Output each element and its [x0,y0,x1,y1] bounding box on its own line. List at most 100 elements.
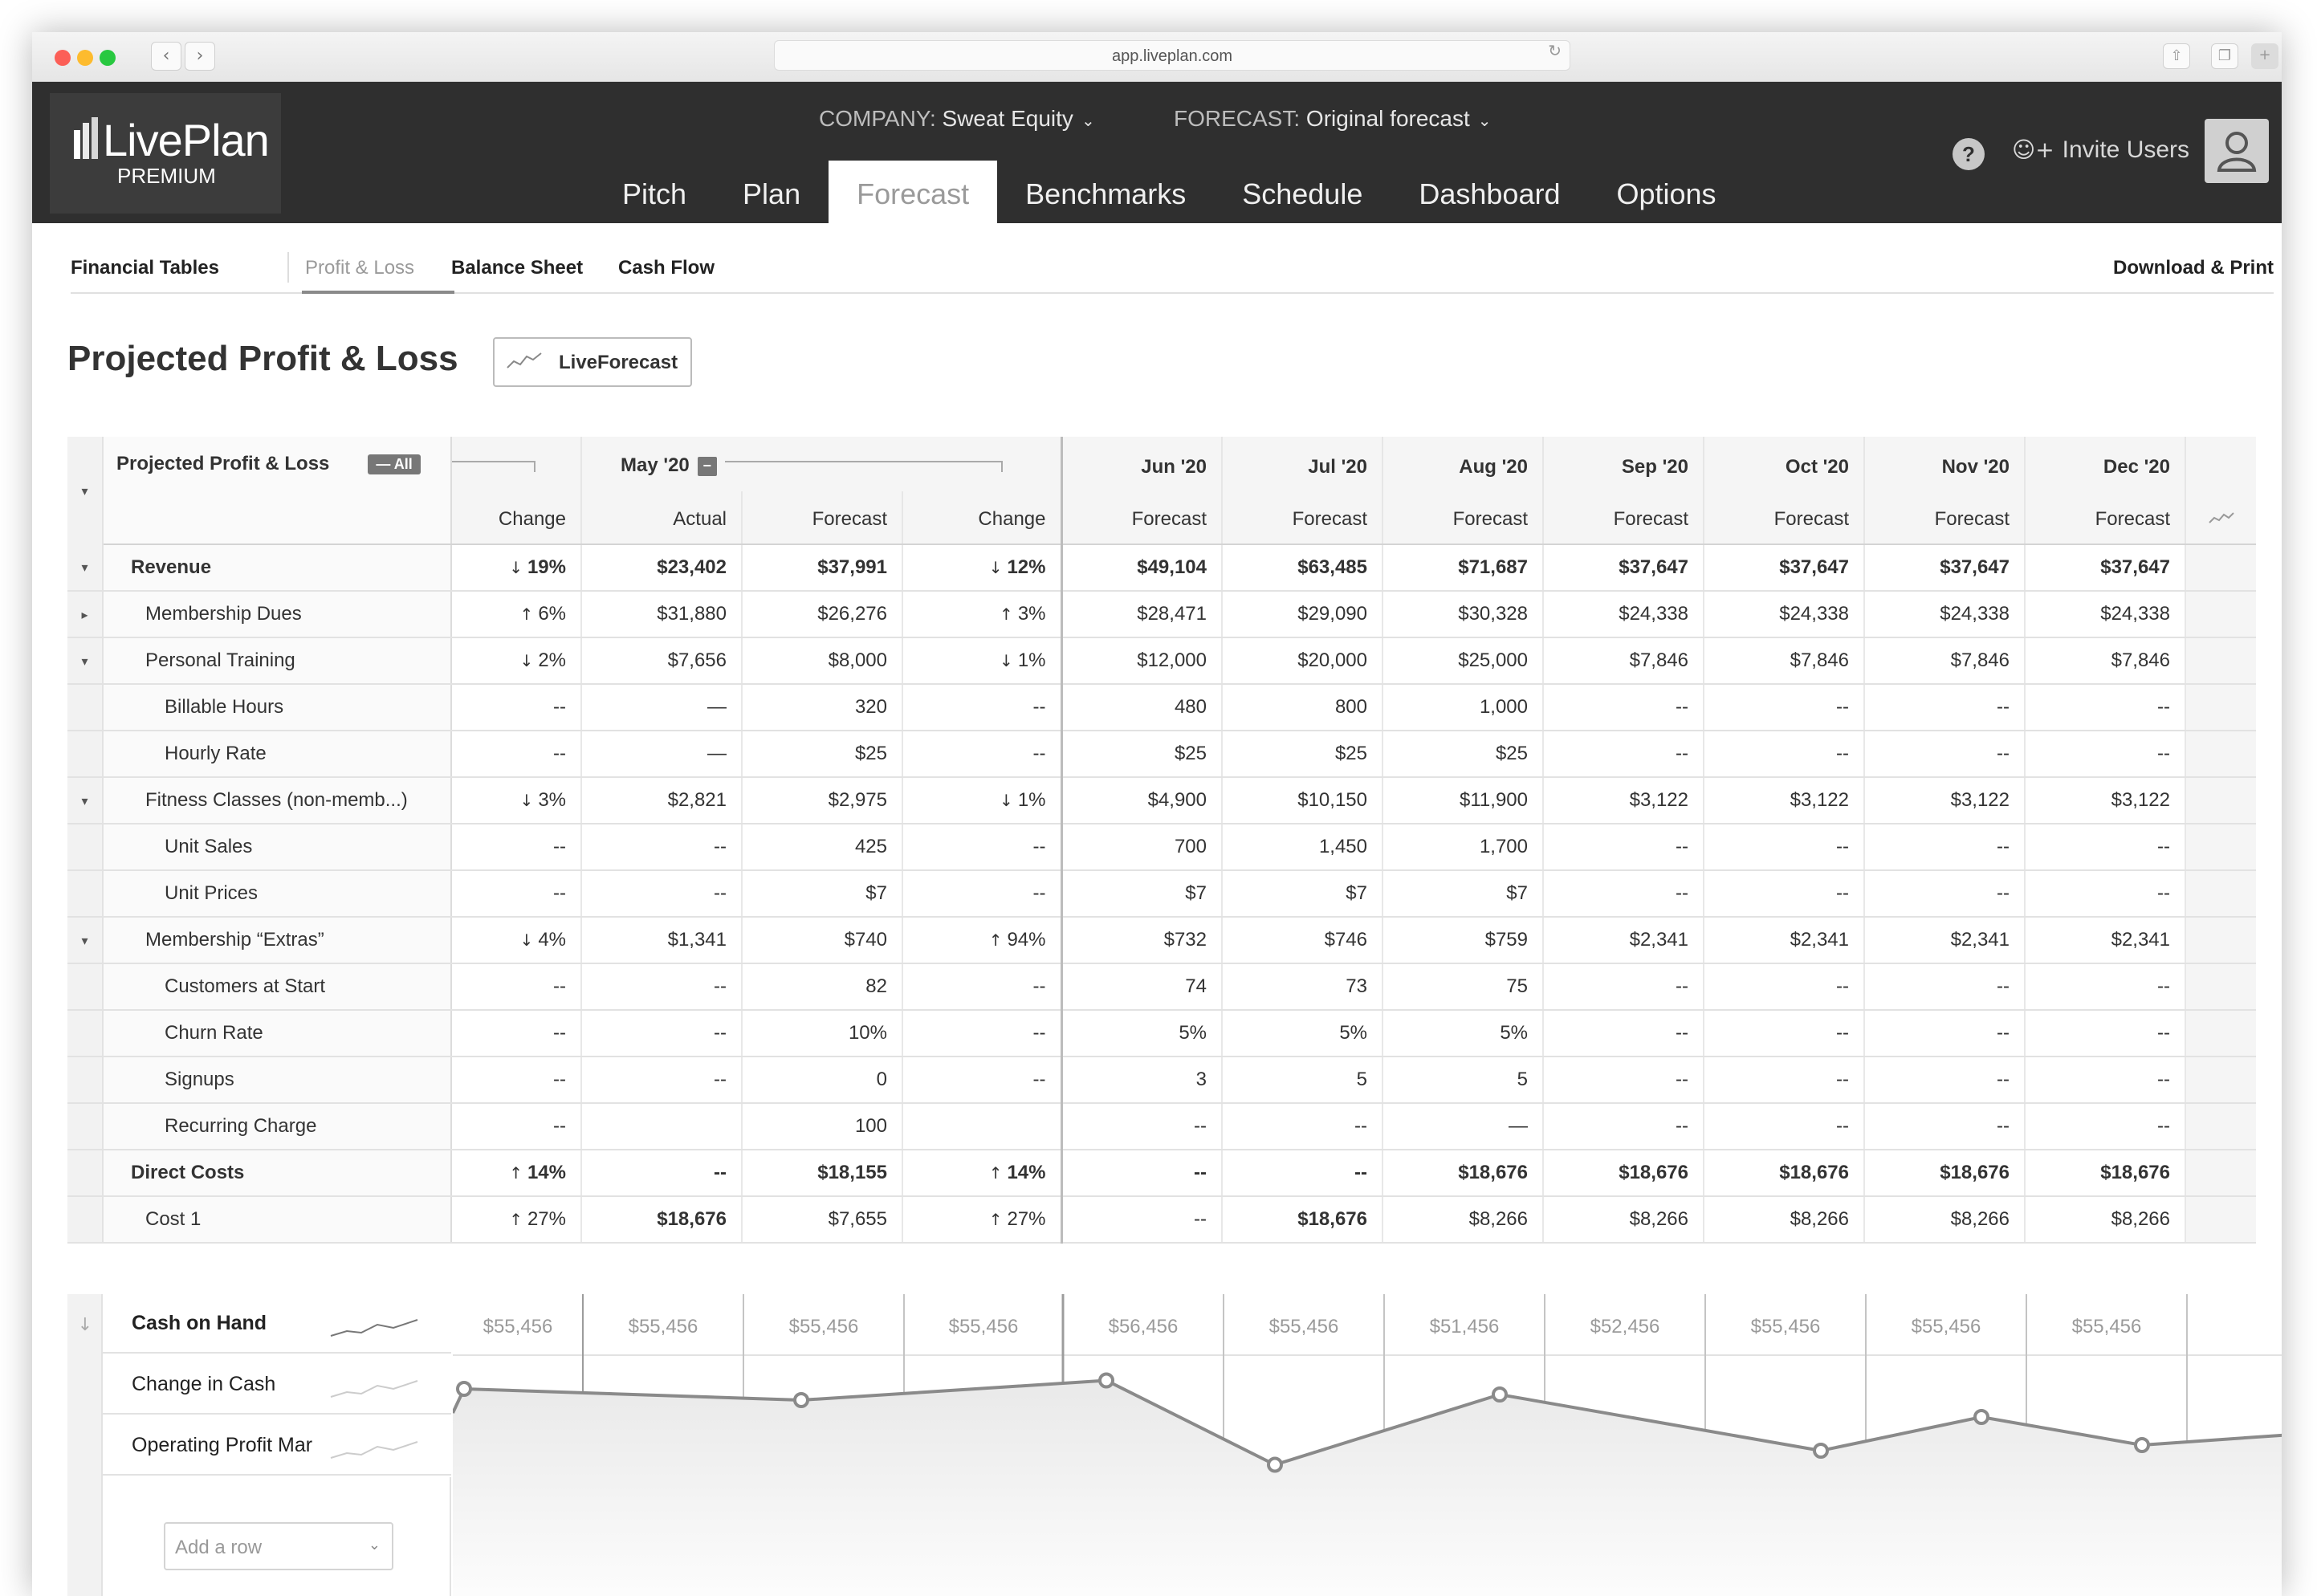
table-cell[interactable]: — [581,731,743,778]
table-cell[interactable]: ↑ 3% [902,591,1063,638]
table-cell[interactable]: $18,676 [581,1196,743,1244]
table-cell[interactable]: -- [902,1057,1063,1104]
table-cell[interactable]: -- [451,684,582,731]
table-cell[interactable]: 800 [1222,684,1383,731]
table-cell[interactable]: ↓ 1% [902,777,1063,824]
table-cell[interactable]: — [581,684,743,731]
table-cell[interactable]: -- [1543,824,1704,871]
table-cell[interactable]: 82 [742,963,903,1011]
table-row[interactable]: ▾ Membership “Extras” ↓ 4% $1,341 $740 ↑ 94% $73… [67,917,2256,964]
row-label[interactable]: Direct Costs [103,1150,452,1197]
table-cell[interactable]: $29,090 [1222,591,1383,638]
collapse-month-button[interactable]: − [697,456,717,476]
table-cell[interactable]: $37,647 [1704,544,1865,592]
table-cell[interactable]: 10% [742,1010,903,1057]
table-cell[interactable]: 1,450 [1222,824,1383,871]
table-cell[interactable]: $18,676 [1864,1150,2026,1197]
chart-data-point[interactable] [793,1392,809,1408]
forecast-selector[interactable]: FORECAST: Original forecast ⌄ [1174,106,1492,132]
table-cell[interactable]: -- [2025,1010,2186,1057]
company-selector[interactable]: COMPANY: Sweat Equity ⌄ [819,106,1095,132]
add-row-select[interactable]: Add a row ⌄ [164,1522,393,1570]
table-cell[interactable]: $7,656 [581,637,743,685]
table-cell[interactable]: $12,000 [1061,637,1223,685]
table-cell[interactable]: -- [1543,870,1704,918]
table-cell[interactable]: $31,880 [581,591,743,638]
table-cell[interactable]: 1,000 [1382,684,1544,731]
table-cell[interactable]: $18,676 [1704,1150,1865,1197]
table-cell[interactable]: 73 [1222,963,1383,1011]
row-label[interactable]: Customers at Start [103,963,452,1011]
table-cell[interactable]: ↑ 14% [451,1150,582,1197]
close-window-button[interactable] [55,50,71,66]
expand-row-icon[interactable]: ▸ [67,591,104,638]
table-cell[interactable]: -- [2025,1103,2186,1150]
help-icon[interactable]: ? [1953,138,1985,170]
table-cell[interactable]: $4,900 [1061,777,1223,824]
table-cell[interactable]: 320 [742,684,903,731]
row-label[interactable]: Membership “Extras” [103,917,452,964]
table-cell[interactable]: $759 [1382,917,1544,964]
table-cell[interactable]: $25 [1061,731,1223,778]
table-cell[interactable]: $746 [1222,917,1383,964]
new-tab-icon[interactable]: + [2251,43,2278,69]
table-cell[interactable]: -- [451,1010,582,1057]
table-cell[interactable]: -- [902,1010,1063,1057]
table-cell[interactable]: -- [1864,731,2026,778]
table-cell[interactable]: -- [1222,1150,1383,1197]
table-cell[interactable]: $24,338 [2025,591,2186,638]
table-cell[interactable]: -- [451,870,582,918]
table-row[interactable]: Customers at Start -- -- 82 -- 74 73 75 -- -- -- -- [67,963,2256,1011]
table-cell[interactable]: $2,341 [1704,917,1865,964]
table-cell[interactable]: 5 [1222,1057,1383,1104]
table-cell[interactable]: $37,991 [742,544,903,592]
table-cell[interactable]: $24,338 [1864,591,2026,638]
collapse-row-icon[interactable]: ▾ [67,637,104,685]
table-cell[interactable]: ↑ 27% [902,1196,1063,1244]
row-label[interactable]: Recurring Charge [103,1103,452,1150]
table-cell[interactable]: $2,341 [1864,917,2026,964]
table-cell[interactable]: -- [902,731,1063,778]
table-cell[interactable]: -- [581,1150,743,1197]
table-cell[interactable]: $18,676 [2025,1150,2186,1197]
table-cell[interactable]: -- [1704,731,1865,778]
tab-profit-loss[interactable]: Profit & Loss [305,257,415,279]
table-cell[interactable]: $2,341 [2025,917,2186,964]
table-cell[interactable]: -- [1061,1103,1223,1150]
chart-row-cash-on-hand[interactable]: Cash on Hand [103,1294,451,1354]
chart-row-change-in-cash[interactable]: Change in Cash [103,1355,451,1415]
table-cell[interactable]: $37,647 [1864,544,2026,592]
table-cell[interactable] [902,1103,1063,1150]
table-row[interactable]: ▾ Revenue ↓ 19% $23,402 $37,991 ↓ 12% $49,104 $63… [67,544,2256,592]
collapse-all-button[interactable]: — All [368,454,421,475]
table-cell[interactable]: $2,821 [581,777,743,824]
table-cell[interactable]: -- [1864,1010,2026,1057]
table-cell[interactable]: $10,150 [1222,777,1383,824]
table-cell[interactable]: $3,122 [1704,777,1865,824]
table-cell[interactable]: $3,122 [1864,777,2026,824]
chart-data-point[interactable] [2134,1437,2150,1453]
table-cell[interactable]: $30,328 [1382,591,1544,638]
table-cell[interactable]: -- [902,824,1063,871]
table-cell[interactable]: $18,676 [1382,1150,1544,1197]
table-row[interactable]: Churn Rate -- -- 10% -- 5% 5% 5% -- -- -- -- [67,1010,2256,1057]
table-cell[interactable]: -- [1061,1150,1223,1197]
tab-schedule[interactable]: Schedule [1242,177,1363,210]
table-cell[interactable]: $8,266 [1543,1196,1704,1244]
tab-plan[interactable]: Plan [743,177,801,210]
table-cell[interactable]: ↓ 2% [451,637,582,685]
row-label[interactable]: Hourly Rate [103,731,452,778]
tabs-icon[interactable]: ❐ [2211,43,2238,69]
arrow-down-icon[interactable]: ↓ [77,1315,93,1335]
table-cell[interactable]: ↑ 14% [902,1150,1063,1197]
table-cell[interactable]: $8,266 [1864,1196,2026,1244]
table-cell[interactable]: 1,700 [1382,824,1544,871]
table-cell[interactable]: -- [1864,963,2026,1011]
table-cell[interactable]: -- [2025,963,2186,1011]
table-cell[interactable]: -- [1543,1103,1704,1150]
table-cell[interactable]: $7,846 [1543,637,1704,685]
table-cell[interactable]: ↓ 1% [902,637,1063,685]
table-cell[interactable]: 425 [742,824,903,871]
table-cell[interactable]: -- [581,1010,743,1057]
table-cell[interactable]: 5% [1222,1010,1383,1057]
